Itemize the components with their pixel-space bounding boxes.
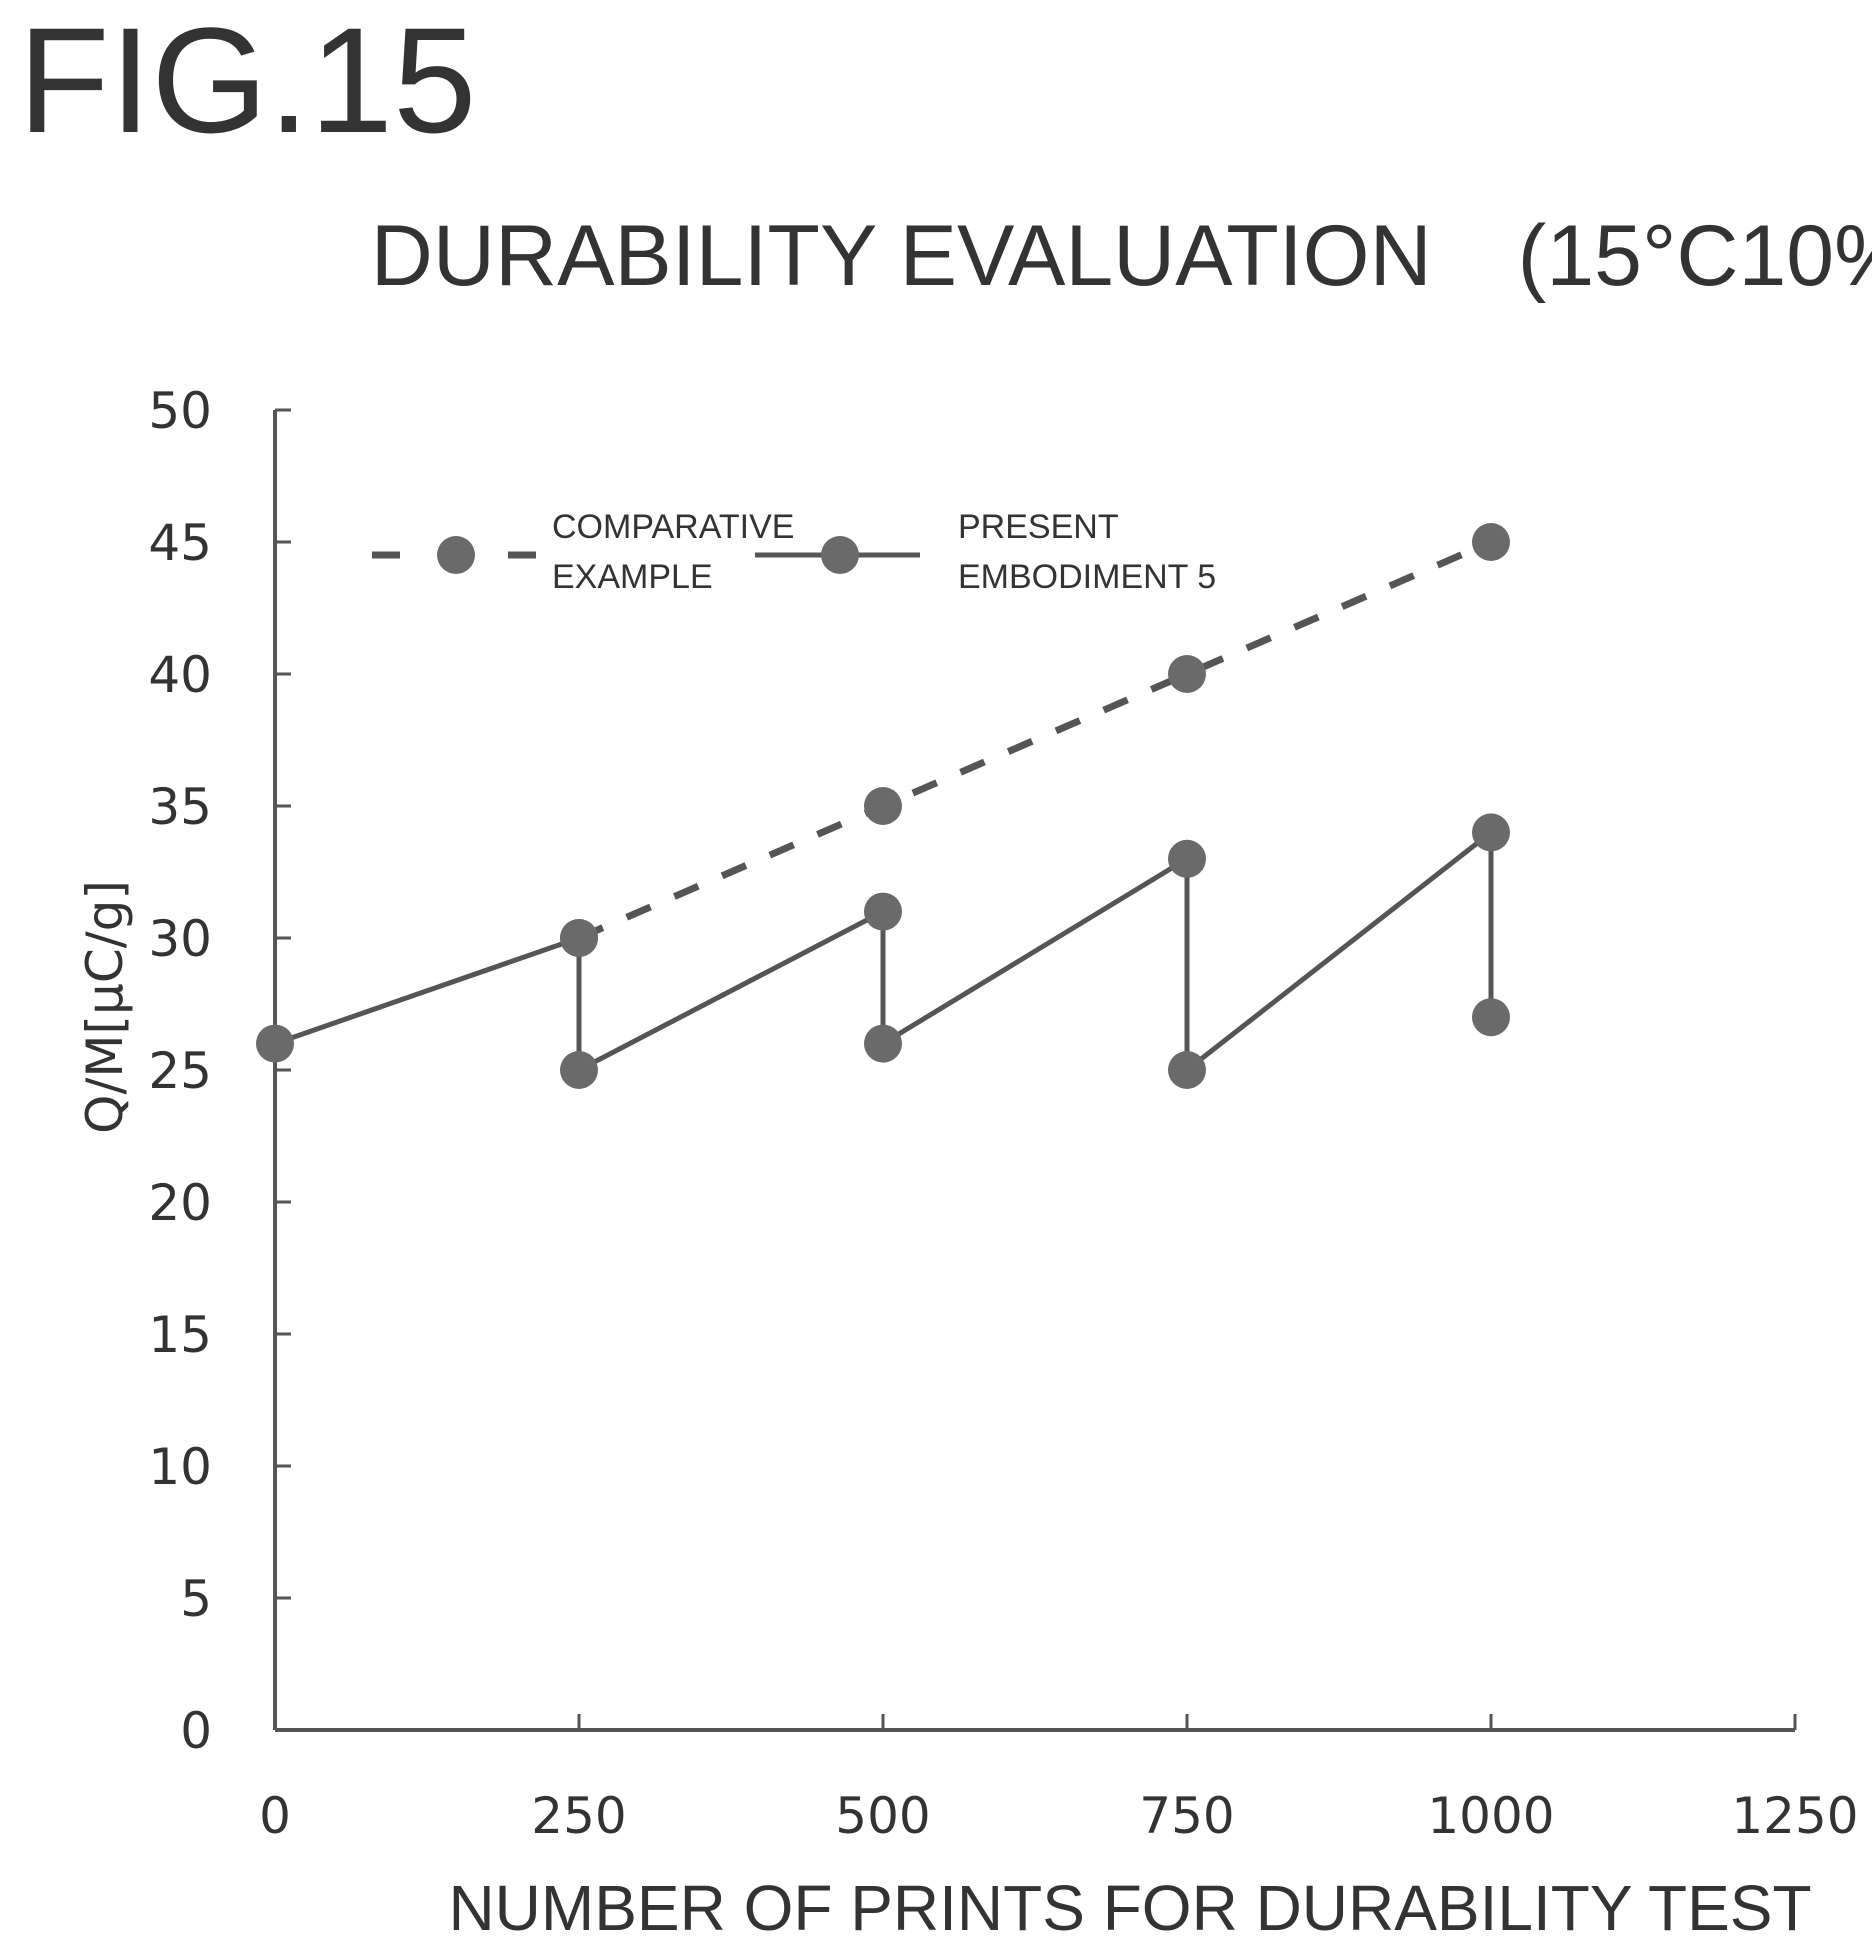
y-tick-label: 15 — [148, 1306, 212, 1364]
x-tick-label: 750 — [1139, 1787, 1234, 1845]
y-tick-label: 20 — [148, 1174, 212, 1232]
y-tick-label: 40 — [148, 646, 212, 704]
y-tick-label: 10 — [148, 1438, 212, 1496]
series-point-2 — [560, 919, 598, 957]
y-tick-label: 5 — [180, 1570, 212, 1628]
y-tick-label: 30 — [148, 910, 212, 968]
legend-marker-comparative-example — [437, 536, 475, 574]
series-point-2 — [560, 1051, 598, 1089]
x-tick-label: 1250 — [1731, 1787, 1858, 1845]
series-point-2 — [1168, 1051, 1206, 1089]
x-tick-label: 250 — [531, 1787, 626, 1845]
legend-marker-present-embodiment-5 — [821, 536, 859, 574]
legend-label-comparative-example: COMPARATIVE — [552, 508, 794, 546]
x-tick-label: 0 — [259, 1787, 291, 1845]
series-point-2 — [1472, 813, 1510, 852]
x-tick-label: 1000 — [1427, 1787, 1554, 1845]
y-tick-label: 0 — [180, 1702, 212, 1760]
series-point-2 — [864, 1024, 902, 1063]
legend-label-comparative-example: EXAMPLE — [552, 558, 713, 596]
series-point-1 — [1168, 655, 1206, 693]
y-tick-label: 45 — [148, 514, 212, 572]
legend-label-present-embodiment-5: EMBODIMENT 5 — [958, 558, 1216, 596]
series-point-1 — [1472, 523, 1510, 561]
x-tick-label: 500 — [835, 1787, 930, 1845]
figure-label: FIG.15 — [18, 0, 477, 164]
y-tick-label: 35 — [148, 778, 212, 836]
series-point-2 — [1168, 839, 1206, 878]
series-point-1 — [864, 787, 902, 825]
series-line-1 — [577, 538, 1493, 942]
x-axis-label: NUMBER OF PRINTS FOR DURABILITY TEST — [448, 1872, 1811, 1943]
series-point-2 — [256, 1024, 294, 1063]
y-tick-label: 50 — [148, 382, 212, 440]
y-tick-label: 25 — [148, 1042, 212, 1100]
series-point-2 — [1472, 998, 1510, 1037]
series-point-2 — [864, 892, 902, 931]
y-axis-label: Q/M[µC/g] — [76, 880, 134, 1134]
legend-label-present-embodiment-5: PRESENT — [958, 508, 1119, 546]
chart-title: DURABILITY EVALUATION (15°C10%) — [371, 208, 1872, 304]
